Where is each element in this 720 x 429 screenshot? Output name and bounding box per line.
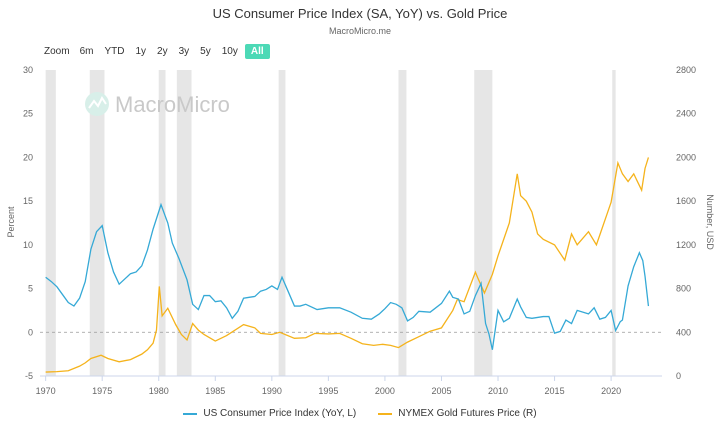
x-tick-label: 2010 [488,386,508,396]
zoom-1y-button[interactable]: 1y [135,46,147,57]
recession-bands [45,70,616,376]
x-tick-label: 2005 [431,386,451,396]
legend-swatch-cpi [183,412,198,415]
zoom-2y-button[interactable]: 2y [157,46,168,57]
watermark-text: MacroMicro [115,92,230,117]
y-axis-left: -5 0 5 10 15 20 25 30 [23,65,33,381]
zoom-bar: Zoom 6m YTD 1y 2y 3y 5y 10y All [44,44,273,59]
legend-label-cpi: US Consumer Price Index (YoY, L) [203,408,357,419]
y-right-tick-label: 800 [676,284,691,294]
zoom-all-button[interactable]: All [244,44,270,59]
y-left-tick-label: 15 [23,196,33,206]
y-left-tick-label: 20 [23,152,33,162]
y-axis-right: 0 400 800 1200 1600 2000 2400 2800 [676,65,696,381]
legend-item-gold[interactable]: NYMEX Gold Futures Price (R) [378,408,537,419]
y-left-tick-label: -5 [25,371,33,381]
x-axis: 1970 1975 1980 1985 1990 1995 2000 2005 2010 2015… [36,375,662,396]
y-right-tick-label: 1600 [676,196,696,206]
recession-band-4 [278,70,286,376]
legend-swatch-gold [378,412,393,415]
y-right-tick-label: 400 [676,327,691,337]
x-tick-label: 1990 [262,386,282,396]
x-tick-label: 1970 [36,386,56,396]
recession-band-6 [474,70,493,376]
zoom-6m-button[interactable]: 6m [79,46,94,57]
x-tick-label: 2020 [601,386,621,396]
zoom-10y-button[interactable]: 10y [221,46,238,57]
x-tick-label: 2000 [375,386,395,396]
y-right-tick-label: 0 [676,371,681,381]
recession-band-0 [45,70,56,376]
recession-band-7 [612,70,616,376]
x-tick-label: 1995 [318,386,338,396]
zoom-3y-button[interactable]: 3y [178,46,190,57]
y-right-tick-label: 1200 [676,240,696,250]
macromicro-watermark: MacroMicro [85,92,230,117]
zoom-ytd-button[interactable]: YTD [104,46,125,57]
legend-label-gold: NYMEX Gold Futures Price (R) [398,408,537,419]
x-tick-label: 1980 [149,386,169,396]
x-tick-label: 1985 [205,386,225,396]
y-left-tick-label: 30 [23,65,33,75]
zoom-5y-button[interactable]: 5y [200,46,211,57]
series-line-gold[interactable] [45,157,650,373]
series-line-cpi[interactable] [45,202,650,350]
y-right-tick-label: 2400 [676,109,696,119]
recession-band-5 [398,70,407,376]
recession-band-2 [158,70,166,376]
y-left-tick-label: 10 [23,240,33,250]
chart-title: US Consumer Price Index (SA, YoY) vs. Go… [212,6,508,21]
y-axis-right-title: Number, USD [705,194,715,250]
recession-band-3 [176,70,192,376]
x-tick-label: 2015 [545,386,565,396]
y-axis-left-title: Percent [6,206,16,238]
legend: US Consumer Price Index (YoY, L) NYMEX G… [0,408,720,419]
macromicro-logo-icon [85,92,109,116]
y-left-tick-label: 5 [28,284,33,294]
cpi-points [44,203,651,352]
legend-item-cpi[interactable]: US Consumer Price Index (YoY, L) [183,408,356,419]
y-left-tick-label: 0 [28,327,33,337]
y-right-tick-label: 2000 [676,152,696,162]
gold-points [44,155,651,374]
x-tick-label: 1975 [92,386,112,396]
recession-band-1 [89,70,105,376]
y-left-tick-label: 25 [23,109,33,119]
y-right-tick-label: 2800 [676,65,696,75]
chart-subtitle: MacroMicro.me [328,26,391,36]
zoom-label: Zoom [44,46,70,57]
